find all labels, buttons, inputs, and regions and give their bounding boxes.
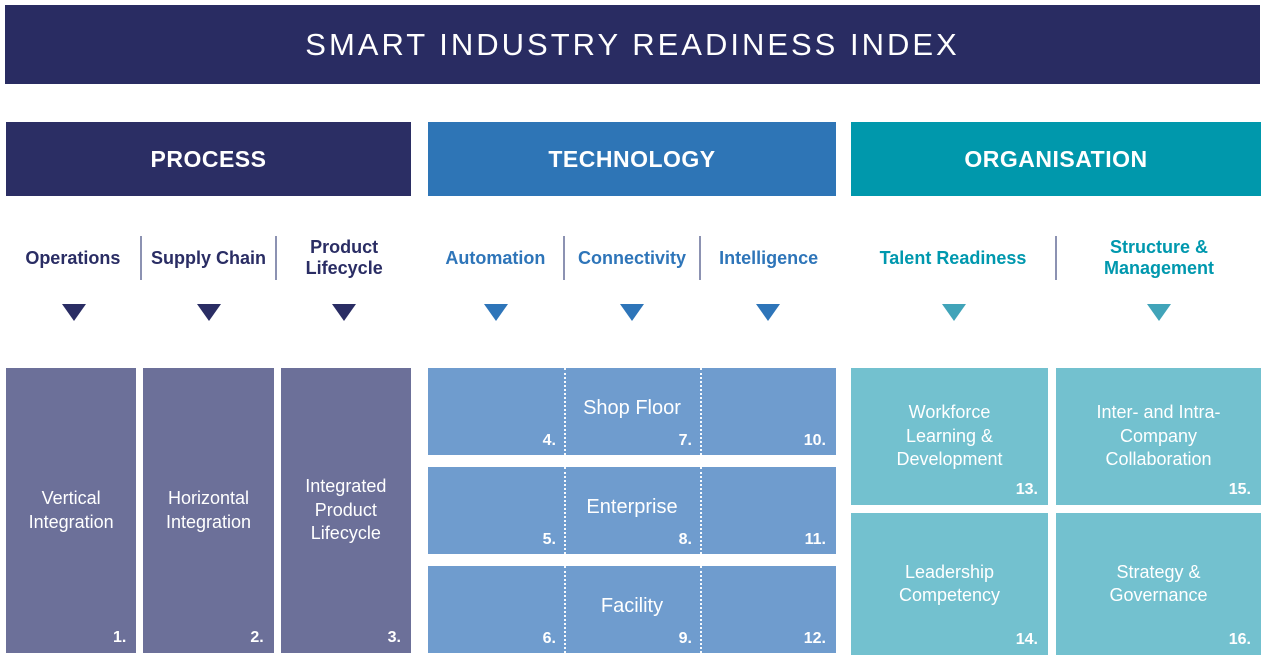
process-dimensions: Operations Supply Chain Product Lifecycl… (6, 228, 411, 288)
technology-dimensions: Automation Connectivity Intelligence (428, 228, 836, 288)
block-integrated-product-lifecycle: Integrated Product Lifecycle 3. (280, 368, 411, 653)
block-inter-intra-company-collaboration: Inter- and Intra-Company Collaboration 1… (1056, 368, 1261, 505)
dimension-divider (699, 236, 702, 280)
block-number: 11. (804, 531, 826, 548)
dimension-connectivity: Connectivity (577, 247, 687, 268)
block-number: 14. (1015, 631, 1038, 648)
organisation-header: ORGANISATION (851, 122, 1261, 196)
block-label: Vertical Integration (28, 488, 114, 532)
dimension-operations: Operations (25, 247, 121, 268)
down-arrow-icon (941, 304, 966, 321)
down-arrow-icon (484, 304, 508, 321)
dimension-product-lifecycle: Product Lifecycle (305, 237, 383, 278)
row-label: Enterprise (586, 495, 678, 518)
technology-header: TECHNOLOGY (428, 122, 836, 196)
block-number: 16. (1228, 631, 1251, 648)
block-strategy-governance: Strategy & Governance 16. (1056, 513, 1261, 655)
technology-rows: Shop Floor 4. 7. 10. Enterprise 5. 8. 11… (428, 368, 836, 653)
block-number: 5. (542, 531, 556, 548)
block-number: 13. (1015, 481, 1038, 498)
down-arrow-icon (61, 304, 86, 321)
down-arrow-icon (196, 304, 221, 321)
down-arrow-icon (331, 304, 356, 321)
dimension-divider (562, 236, 565, 280)
block-number: 7. (678, 432, 692, 449)
process-header: PROCESS (6, 122, 411, 196)
pillar-process: PROCESS Operations Supply Chain Product … (6, 0, 411, 661)
block-label: Horizontal Integration (165, 488, 252, 532)
block-number: 6. (542, 630, 556, 647)
row-label: Facility (600, 594, 664, 617)
pillar-technology: TECHNOLOGY Automation Connectivity Intel… (428, 0, 836, 661)
down-arrow-icon (756, 304, 780, 321)
block-number: 9. (678, 630, 692, 647)
dotted-divider (563, 566, 566, 653)
pillar-organisation: ORGANISATION Talent Readiness Structure … (851, 0, 1261, 661)
row-shop-floor: Shop Floor 4. 7. 10. (428, 368, 836, 455)
process-arrows (6, 304, 411, 326)
down-arrow-icon (620, 304, 644, 321)
block-label: Strategy & Governance (1109, 561, 1208, 605)
block-leadership-competency: Leadership Competency 14. (851, 513, 1048, 655)
organisation-blocks: Workforce Learning & Development 13. Int… (851, 368, 1261, 655)
technology-header-label: TECHNOLOGY (548, 145, 716, 172)
organisation-header-label: ORGANISATION (964, 145, 1148, 172)
block-label: Inter- and Intra-Company Collaboration (1096, 402, 1221, 470)
block-number: 15. (1228, 481, 1251, 498)
title-bar: SMART INDUSTRY READINESS INDEX (5, 5, 1260, 84)
dimension-divider (1055, 236, 1057, 280)
dotted-divider (699, 368, 702, 455)
dimension-intelligence: Intelligence (719, 247, 819, 268)
dimension-divider (139, 236, 142, 280)
block-number: 1. (112, 629, 127, 646)
row-label: Shop Floor (583, 396, 681, 419)
block-workforce-learning-development: Workforce Learning & Development 13. (851, 368, 1048, 505)
row-facility: Facility 6. 9. 12. (428, 566, 836, 653)
organisation-arrows (851, 304, 1261, 326)
dotted-divider (699, 467, 702, 554)
block-vertical-integration: Vertical Integration 1. (6, 368, 137, 653)
technology-arrows (428, 304, 836, 326)
block-number: 10. (803, 432, 826, 449)
block-number: 2. (250, 629, 264, 646)
page-title: SMART INDUSTRY READINESS INDEX (305, 26, 960, 62)
dimension-talent-readiness: Talent Readiness (879, 247, 1027, 268)
process-blocks: Vertical Integration 1. Horizontal Integ… (6, 368, 411, 653)
block-label: Workforce Learning & Development (896, 402, 1003, 470)
dimension-supply-chain: Supply Chain (151, 247, 267, 268)
dotted-divider (699, 566, 702, 653)
dimension-structure-management: Structure & Management (1103, 237, 1215, 278)
block-label: Leadership Competency (898, 561, 1001, 605)
block-horizontal-integration: Horizontal Integration 2. (143, 368, 274, 653)
down-arrow-icon (1146, 304, 1171, 321)
process-header-label: PROCESS (150, 145, 267, 172)
block-label: Integrated Product Lifecycle (305, 476, 387, 544)
row-enterprise: Enterprise 5. 8. 11. (428, 467, 836, 554)
block-number: 4. (542, 432, 556, 449)
dimension-divider (275, 236, 278, 280)
dotted-divider (563, 467, 566, 554)
block-number: 3. (387, 629, 401, 646)
dimension-automation: Automation (445, 247, 546, 268)
block-number: 12. (803, 630, 826, 647)
organisation-dimensions: Talent Readiness Structure & Management (851, 228, 1261, 288)
dotted-divider (563, 368, 566, 455)
block-number: 8. (678, 531, 692, 548)
